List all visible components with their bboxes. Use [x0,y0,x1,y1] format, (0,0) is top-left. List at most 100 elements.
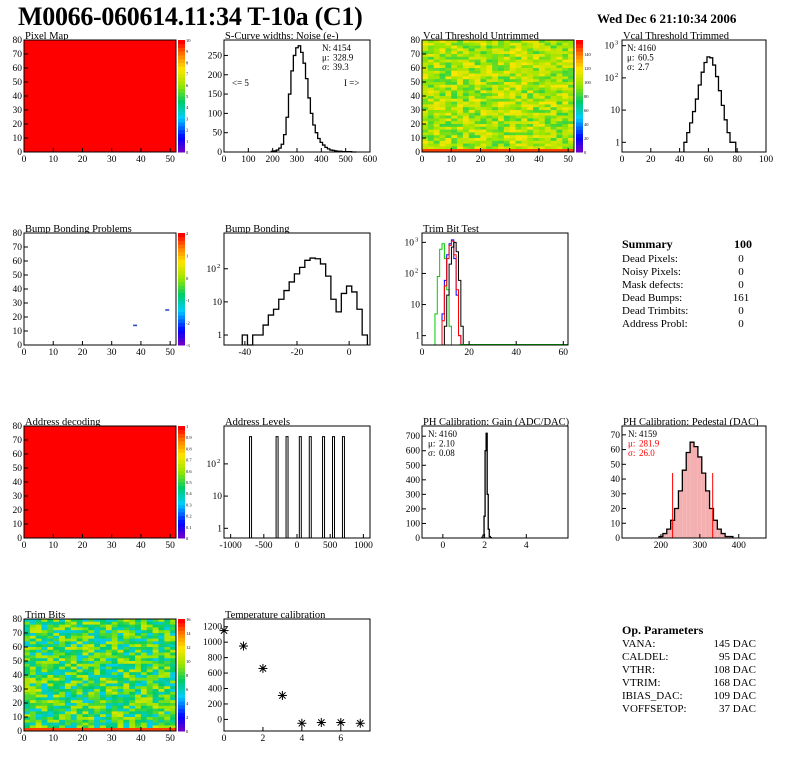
heatmap-cell [492,96,499,100]
heatmap-cell [123,683,130,687]
heatmap-cell [41,694,48,698]
heatmap-cell [451,90,458,94]
heatmap-cell [544,104,552,108]
heatmap-cell [486,140,493,144]
heatmap-cell [100,686,107,690]
y-tick-label: 80 [13,422,23,432]
heatmap-cell [515,112,522,116]
heatmap-cell [170,630,177,634]
y-tick-label: 20 [13,313,23,323]
heatmap-cell [59,680,66,684]
y-tick-label: 200 [406,505,421,515]
heatmap-cell [164,633,171,637]
heatmap-cell [76,624,83,628]
heatmap-cell [123,686,130,690]
histogram-line [270,45,357,153]
heatmap-cell [544,54,552,58]
heatmap-cell [544,51,552,55]
heatmap-cell [170,714,177,718]
heatmap-cell [439,124,446,128]
heatmap-cell [445,90,452,94]
palette-cell [178,69,185,75]
heatmap-cell [88,711,95,715]
heatmap-cell [146,627,154,631]
histogram-bar [713,520,718,538]
heatmap-cell [457,56,464,60]
heatmap-cell [24,694,31,698]
heatmap-cell [59,652,66,656]
heatmap-cell [135,714,142,718]
heatmap-cell [70,672,78,676]
heatmap-cell [462,101,470,105]
heatmap-cell [515,104,522,108]
x-tick-label: 200 [654,541,669,551]
heatmap-cell [544,112,552,116]
x-tick-label: -1000 [220,541,242,551]
heatmap-cell [88,717,95,721]
x-tick-label: 0 [22,734,27,744]
heatmap-cell [100,689,107,693]
heatmap-cell [509,104,516,108]
histogram-bar [275,436,279,538]
panel-pixel-map: Pixel Map 0 1 2 3 4 5 6 7 8 9 10 0 10 20 30 40 50 0 10 20 30 4… [0,30,200,170]
heatmap-cell [64,669,72,673]
heatmap-cell [170,705,177,709]
heatmap-cell [47,663,54,667]
heatmap-cell [515,118,522,122]
heatmap-cell [117,697,124,701]
heatmap-cell [70,621,78,625]
heatmap-cell [538,98,546,102]
heatmap-cell [451,98,458,102]
heatmap-cell [70,694,78,698]
heatmap-cell [117,711,124,715]
palette-cell [178,470,185,476]
histogram-bar [694,446,698,538]
chart-title: Address Levels [225,417,290,428]
heatmap-cell [550,93,557,97]
heatmap-cell [105,675,113,679]
heatmap-cell [76,658,83,662]
heatmap-cell [527,112,534,116]
heatmap-cell [515,65,522,69]
y-tick-label: 20 [13,120,23,130]
heatmap-cell [164,708,171,712]
heatmap-cell [140,661,148,665]
heatmap-cell [158,725,165,729]
heatmap-cell [64,694,72,698]
heatmap-cell [544,73,552,77]
heatmap-cell [53,633,60,637]
heatmap-cell [64,635,72,639]
palette-cell [178,493,185,498]
palette-cell [576,73,583,78]
heatmap-cell [445,135,452,139]
series-line [443,241,464,345]
heatmap-cell [439,59,446,63]
palette-cell [178,303,185,309]
y-tick-label: 150 [208,90,223,100]
heatmap-cell [53,666,60,670]
plot-frame [223,618,371,732]
color-palette [178,426,185,539]
heatmap-cell [562,121,569,125]
heatmap-cell [146,658,154,662]
heatmap-cell [544,135,552,139]
heatmap-cell [35,638,42,642]
heatmap-cell [64,633,72,637]
heatmap-cell [24,641,31,645]
heatmap-cell [515,76,522,80]
palette-cell [178,719,185,725]
x-tick-label: 30 [107,348,117,358]
heatmap-cell [64,663,72,667]
heatmap-cell [64,672,72,676]
heatmap-cell [503,132,511,136]
heatmap-cell [515,48,522,52]
heatmap-cell [146,697,154,701]
heatmap-cell [24,700,31,704]
heatmap-cell [509,51,516,55]
heatmap-cell [41,703,48,707]
heatmap-cell [550,146,557,150]
heatmap-cell [35,661,42,665]
heatmap-cell [135,686,142,690]
heatmap-cell [164,638,171,642]
heatmap-cell [538,48,546,52]
